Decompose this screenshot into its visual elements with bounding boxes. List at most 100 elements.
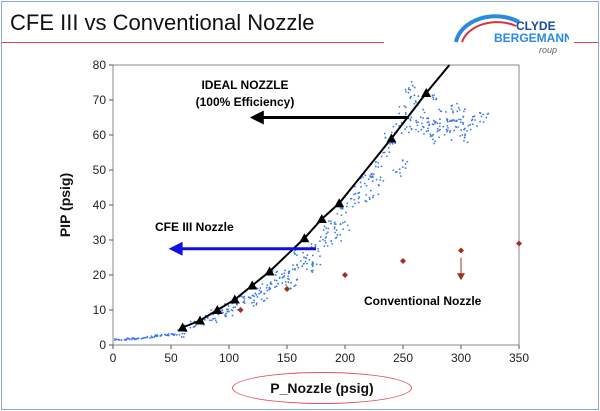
cfe-point <box>417 121 420 124</box>
ideal-point <box>195 315 205 325</box>
cfe-point <box>172 334 175 336</box>
cfe-point <box>323 245 326 248</box>
cfe-point <box>409 125 411 128</box>
cfe-point <box>479 112 482 114</box>
cfe-point <box>404 88 407 91</box>
cfe-point <box>339 223 342 226</box>
cfe-point <box>436 130 439 133</box>
cfe-point <box>182 336 185 338</box>
cfe-point <box>455 126 458 129</box>
cfe-point <box>346 205 348 208</box>
cfe-point <box>212 317 215 320</box>
y-tick-label: 50 <box>93 163 107 177</box>
cfe-point <box>380 155 383 158</box>
cfe-point <box>378 184 380 187</box>
cfe-point <box>310 243 313 245</box>
cfe-point <box>432 119 435 122</box>
cfe-point <box>410 95 412 98</box>
x-tick-label: 100 <box>219 351 239 365</box>
cfe-point <box>365 200 368 203</box>
cfe-point <box>423 133 425 135</box>
title-divider <box>2 42 384 43</box>
cfe-point <box>404 163 407 165</box>
cfe-point <box>284 269 287 272</box>
cfe-point <box>312 269 314 272</box>
cfe-point <box>302 262 305 265</box>
cfe-point <box>422 108 425 111</box>
cfe-point <box>365 193 368 196</box>
cfe-point <box>194 324 197 327</box>
cfe-point <box>364 174 367 177</box>
cfe-point <box>319 240 321 243</box>
cfe-point <box>285 284 288 287</box>
cfe-point <box>268 288 271 291</box>
cfe-point <box>394 171 397 173</box>
cfe-point <box>124 338 127 341</box>
cfe-point <box>221 308 224 311</box>
cfe-point <box>435 98 437 101</box>
cfe-point <box>215 321 218 324</box>
cfe-point <box>293 285 296 288</box>
cfe-point <box>351 205 354 208</box>
cfe-point <box>417 95 420 97</box>
cfe-point <box>342 228 345 230</box>
cfe-point <box>340 214 343 217</box>
cfe-point <box>275 279 278 282</box>
cfe-point <box>274 273 277 276</box>
cfe-point <box>404 106 407 109</box>
cfe-point <box>178 333 181 336</box>
cfe-point <box>443 134 446 136</box>
cfe-point <box>365 184 368 187</box>
cfe-point <box>407 88 410 91</box>
cfe-point <box>469 128 472 131</box>
cfe-point <box>243 302 246 304</box>
cfe-point <box>326 245 329 247</box>
cfe-point <box>459 118 462 121</box>
cfe-point <box>151 335 153 338</box>
cfe-point <box>466 141 469 144</box>
cfe-point <box>132 337 135 339</box>
cfe-point <box>419 116 422 119</box>
cfe-point <box>414 100 417 102</box>
cfe-point <box>353 193 355 196</box>
cfe-point <box>291 268 294 271</box>
cfe-point <box>256 287 259 290</box>
cfe-point <box>432 133 435 136</box>
cfe-point <box>293 251 296 254</box>
cfe-point <box>463 108 466 111</box>
cfe-point <box>415 119 418 122</box>
cfe-point <box>390 131 393 134</box>
cfe-point <box>266 289 269 292</box>
ideal-point <box>386 133 397 143</box>
cfe-point <box>118 339 121 341</box>
x-tick-label: 350 <box>509 351 529 365</box>
cfe-point <box>428 124 430 127</box>
cfe-point <box>273 279 276 282</box>
cfe-point <box>416 124 419 127</box>
cfe-point <box>266 297 268 300</box>
cfe-point <box>253 301 255 304</box>
cfe-point <box>429 134 432 137</box>
cfe-point <box>348 229 351 232</box>
cfe-point <box>405 90 407 93</box>
cfe-point <box>434 140 436 143</box>
cfe-point <box>449 119 452 122</box>
cfe-point <box>459 135 462 137</box>
cfe-point <box>210 309 213 311</box>
cfe-point <box>306 254 309 257</box>
cfe-point <box>249 296 252 299</box>
cfe-point <box>456 110 459 113</box>
cfe-point <box>126 337 129 340</box>
cfe-point <box>486 113 489 116</box>
cfe-point <box>302 251 304 254</box>
cfe-point <box>398 168 401 170</box>
cfe-point <box>346 202 349 205</box>
conventional-point <box>237 307 244 313</box>
cfe-point <box>294 268 296 270</box>
cfe-point <box>259 287 262 289</box>
cfe-point <box>368 198 371 201</box>
cfe-point <box>387 146 390 149</box>
cfe-point <box>360 185 362 188</box>
ideal-point <box>229 294 240 304</box>
cfe-point <box>340 239 343 242</box>
